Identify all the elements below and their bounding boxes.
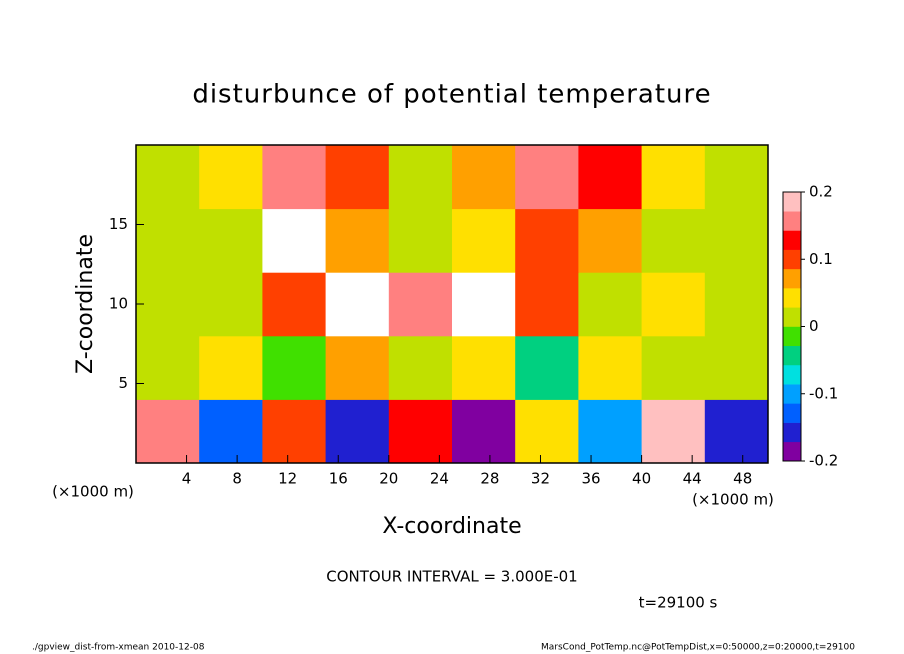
- heat-cell: [262, 335, 327, 400]
- heat-cell: [704, 145, 769, 210]
- x-tick-label: 40: [632, 470, 651, 488]
- x-unit: (×1000 m): [52, 483, 134, 501]
- heat-cell: [641, 399, 706, 464]
- colorbar-swatch: [783, 403, 801, 423]
- x-tick-label: 32: [531, 470, 550, 488]
- heat-cell: [388, 208, 453, 273]
- x-tick-label: 12: [278, 470, 297, 488]
- heat-cell: [136, 272, 200, 337]
- heat-cell: [262, 272, 327, 337]
- colorbar-tick-label: 0.2: [809, 183, 833, 201]
- heat-cell: [136, 399, 200, 464]
- colorbar-tick-label: 0: [809, 317, 819, 335]
- heat-cell: [578, 335, 643, 400]
- heat-cell: [704, 399, 769, 464]
- colorbar-tick-label: 0.1: [809, 250, 833, 268]
- contour-note: CONTOUR INTERVAL = 3.000E-01: [326, 568, 577, 586]
- footer-left: ./gpview_dist-from-xmean 2010-12-08: [32, 643, 205, 653]
- colorbar-swatch: [783, 249, 801, 270]
- colorbar-swatch: [783, 230, 801, 250]
- heat-cell: [262, 208, 327, 273]
- heat-cell: [199, 272, 263, 337]
- x-tick-label: 4: [182, 470, 192, 488]
- heat-cell: [578, 399, 643, 464]
- heat-cell: [325, 335, 390, 400]
- x-tick-label: 20: [379, 470, 398, 488]
- heat-cell: [325, 208, 390, 273]
- heat-cell: [199, 399, 263, 464]
- heat-cell: [136, 208, 200, 273]
- heat-cell: [704, 272, 769, 337]
- heat-cell: [515, 335, 579, 400]
- colorbar-swatch: [783, 422, 801, 443]
- x-tick-label: 48: [733, 470, 752, 488]
- colorbar-swatch: [783, 345, 801, 366]
- heat-cell: [199, 208, 263, 273]
- time-note: t=29100 s: [639, 594, 718, 612]
- heat-cell: [641, 208, 706, 273]
- footer-right: MarsCond_PotTemp.nc@PotTempDist,x=0:5000…: [541, 643, 855, 653]
- colorbar-swatch: [783, 307, 801, 327]
- heat-cell: [388, 335, 453, 400]
- heat-cell: [515, 399, 579, 464]
- heat-cell: [262, 399, 327, 464]
- colorbar-swatch: [783, 384, 801, 404]
- heat-cell: [262, 145, 327, 210]
- heat-cell: [578, 272, 643, 337]
- heat-cell: [641, 272, 706, 337]
- y-tick-label: 10: [109, 295, 128, 313]
- heat-cell: [325, 399, 390, 464]
- x-tick-label: 44: [683, 470, 702, 488]
- heat-cell: [704, 208, 769, 273]
- heat-cell: [325, 145, 390, 210]
- heat-cell: [452, 272, 516, 337]
- chart-title: disturbunce of potential temperature: [192, 80, 711, 110]
- heat-cell: [325, 272, 390, 337]
- heat-cell: [578, 145, 643, 210]
- x-axis-label: X-coordinate: [382, 514, 521, 539]
- x-tick-label: 28: [480, 470, 499, 488]
- colorbar-tick-label: -0.1: [809, 384, 838, 402]
- heat-cell: [704, 335, 769, 400]
- colorbar-swatch: [783, 192, 801, 212]
- colorbar-swatch: [783, 288, 801, 308]
- heat-cell: [515, 272, 579, 337]
- x-tick-label: 24: [430, 470, 449, 488]
- colorbar-swatch: [783, 211, 801, 231]
- heat-cell: [388, 399, 453, 464]
- heat-cell: [388, 145, 453, 210]
- heat-cell: [452, 208, 516, 273]
- colorbar-swatch: [783, 326, 801, 347]
- heat-cell: [641, 145, 706, 210]
- heat-cell: [515, 145, 579, 210]
- heat-cell: [452, 399, 516, 464]
- colorbar-tick-label: -0.2: [809, 452, 838, 470]
- heat-cell: [515, 208, 579, 273]
- heat-cell: [452, 335, 516, 400]
- heat-cell: [199, 335, 263, 400]
- y-axis-label: Z-coordinate: [73, 234, 98, 374]
- heat-cell: [641, 335, 706, 400]
- x-tick-label: 16: [329, 470, 348, 488]
- x-tick-label: 36: [581, 470, 600, 488]
- heat-cell: [452, 145, 516, 210]
- y-tick-label: 15: [109, 215, 128, 233]
- heat-cell: [578, 208, 643, 273]
- x-unit-right: (×1000 m): [692, 491, 774, 509]
- heat-cell: [136, 145, 200, 210]
- heat-cell: [388, 272, 453, 337]
- x-tick-label: 8: [232, 470, 242, 488]
- colorbar-swatch: [783, 364, 801, 385]
- colorbar-swatch: [783, 441, 801, 462]
- y-tick-label: 5: [118, 374, 128, 392]
- heat-cell: [199, 145, 263, 210]
- colorbar-swatch: [783, 268, 801, 289]
- heat-cell: [136, 335, 200, 400]
